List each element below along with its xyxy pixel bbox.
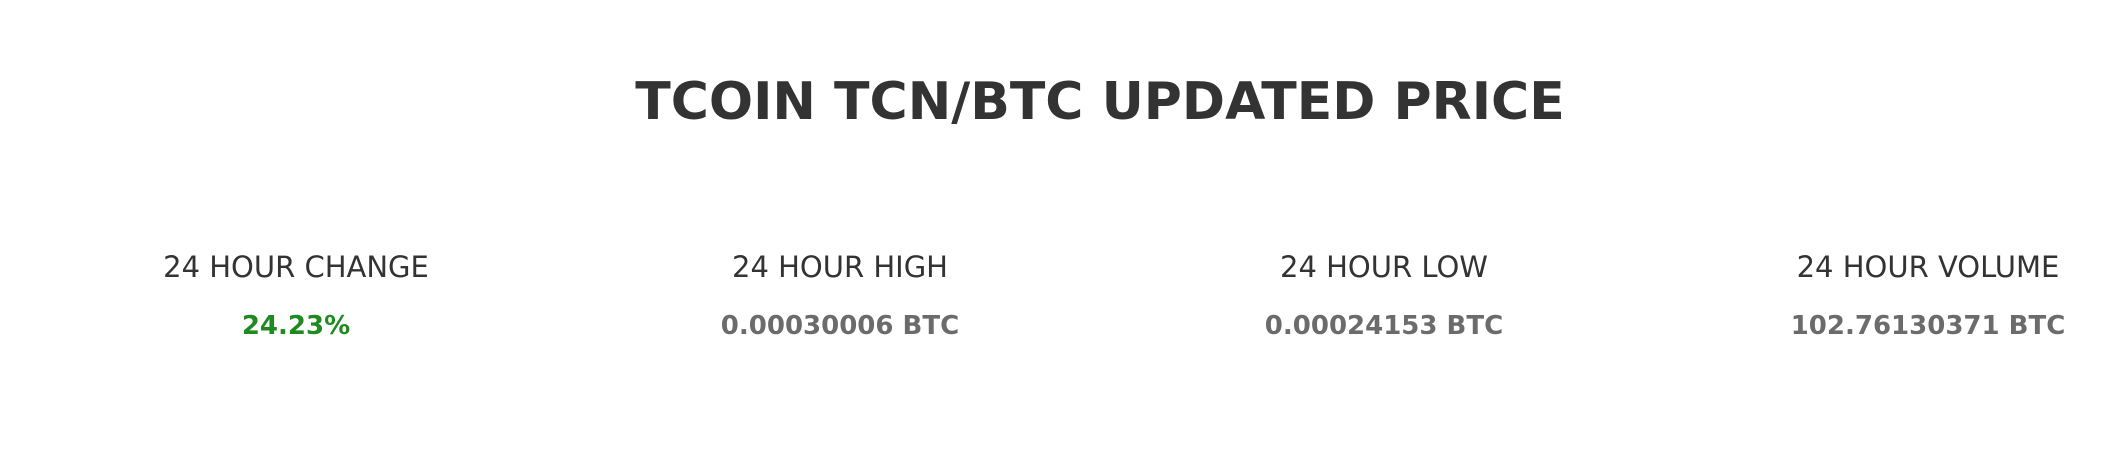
stat-label-24h-volume: 24 HOUR VOLUME (1796, 250, 2060, 284)
stat-label-24h-low: 24 HOUR LOW (1280, 250, 1488, 284)
stat-value-24h-change: 24.23% (241, 311, 351, 341)
stat-24h-change: 24 HOUR CHANGE 24.23% (36, 250, 556, 342)
stat-label-24h-high: 24 HOUR HIGH (732, 250, 948, 284)
stat-label-24h-change: 24 HOUR CHANGE (163, 250, 429, 284)
stat-value-24h-volume: 102.76130371 BTC (1790, 311, 2066, 341)
stat-24h-high: 24 HOUR HIGH 0.00030006 BTC (580, 250, 1100, 342)
stat-value-24h-low: 0.00024153 BTC (1264, 311, 1504, 341)
stat-24h-volume: 24 HOUR VOLUME 102.76130371 BTC (1668, 250, 2120, 342)
price-stats-row: 24 HOUR CHANGE 24.23% 24 HOUR HIGH 0.000… (0, 250, 2120, 370)
page-title: TCOIN TCN/BTC UPDATED PRICE (635, 72, 1565, 132)
stat-value-24h-high: 0.00030006 BTC (720, 311, 960, 341)
stat-24h-low: 24 HOUR LOW 0.00024153 BTC (1124, 250, 1644, 342)
